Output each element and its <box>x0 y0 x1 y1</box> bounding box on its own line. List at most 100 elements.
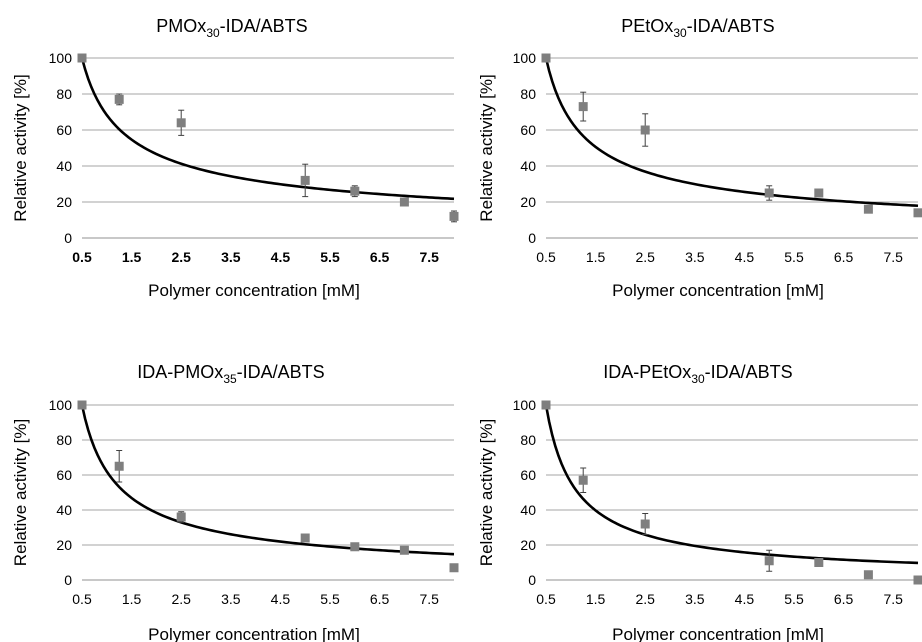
y-axis-title: Relative activity [%] <box>477 419 496 566</box>
data-point <box>913 575 922 585</box>
x-tick-label: 6.5 <box>834 249 854 265</box>
x-tick-label: 5.5 <box>320 591 340 607</box>
y-tick-label: 20 <box>520 537 536 553</box>
x-tick-label: 3.5 <box>685 591 705 607</box>
y-tick-label: 60 <box>520 467 536 483</box>
chart-panel-1: 0 20 40 60 80 100 0.5 1.5 2.5 3.5 4.5 5.5 6.5 7.5 Poly… <box>11 16 459 300</box>
x-tick-label: 1.5 <box>122 591 142 607</box>
y-tick-label: 20 <box>56 194 72 210</box>
data-point <box>640 125 650 135</box>
data-point <box>578 475 588 485</box>
chart-title: IDA-PMOx35-IDA/ABTS <box>137 362 324 386</box>
data-point <box>176 118 186 128</box>
y-tick-label: 100 <box>513 397 537 413</box>
y-tick-label: 80 <box>56 432 72 448</box>
x-tick-label: 7.5 <box>883 591 903 607</box>
x-axis-title: Polymer concentration [mM] <box>612 281 824 300</box>
y-tick-label: 20 <box>520 194 536 210</box>
y-tick-label: 60 <box>56 467 72 483</box>
x-tick-label: 7.5 <box>419 249 439 265</box>
data-point <box>814 558 824 567</box>
chart-title: PEtOx30-IDA/ABTS <box>621 16 774 40</box>
data-point <box>640 519 650 529</box>
y-tick-label: 0 <box>528 230 536 246</box>
y-tick-label: 80 <box>56 86 72 102</box>
y-tick-label: 80 <box>520 432 536 448</box>
chart-panel-3: 0 20 40 60 80 100 0.5 1.5 2.5 3.5 4.5 5.5 6.5 7.5 Poly… <box>11 362 459 642</box>
y-tick-label: 40 <box>56 502 72 518</box>
x-tick-label: 1.5 <box>586 249 606 265</box>
data-point <box>399 197 409 207</box>
chart-title: PMOx30-IDA/ABTS <box>156 16 307 40</box>
x-tick-label: 6.5 <box>370 249 390 265</box>
data-point <box>863 570 873 580</box>
data-point <box>449 211 459 221</box>
x-tick-label: 4.5 <box>735 591 755 607</box>
x-tick-label: 0.5 <box>536 249 556 265</box>
x-tick-label: 6.5 <box>370 591 390 607</box>
y-tick-label: 40 <box>520 158 536 174</box>
data-point <box>350 186 360 196</box>
y-tick-label: 80 <box>520 86 536 102</box>
x-tick-label: 0.5 <box>72 591 92 607</box>
x-tick-label: 3.5 <box>221 591 241 607</box>
data-point <box>77 53 87 63</box>
x-axis-title: Polymer concentration [mM] <box>612 625 824 642</box>
x-tick-label: 4.5 <box>271 591 291 607</box>
y-axis-title: Relative activity [%] <box>11 74 30 221</box>
x-tick-label: 1.5 <box>122 249 142 265</box>
data-point <box>114 94 124 104</box>
y-tick-label: 100 <box>513 50 537 66</box>
x-tick-label: 7.5 <box>419 591 439 607</box>
data-point <box>913 208 922 218</box>
data-point <box>114 461 124 471</box>
data-point <box>863 204 873 214</box>
data-point <box>541 400 551 410</box>
y-tick-label: 20 <box>56 537 72 553</box>
x-axis-title: Polymer concentration [mM] <box>148 625 360 642</box>
x-tick-label: 1.5 <box>586 591 606 607</box>
fit-curve <box>544 404 919 565</box>
data-point <box>814 188 824 198</box>
x-tick-label: 2.5 <box>171 249 191 265</box>
y-axis-title: Relative activity [%] <box>477 74 496 221</box>
y-tick-label: 0 <box>528 572 536 588</box>
x-tick-label: 3.5 <box>685 249 705 265</box>
y-tick-label: 0 <box>64 230 72 246</box>
y-tick-label: 0 <box>64 572 72 588</box>
x-tick-label: 0.5 <box>536 591 556 607</box>
data-point <box>300 533 310 543</box>
fit-curve <box>544 57 919 208</box>
data-point <box>350 542 360 552</box>
chart-title: IDA-PEtOx30-IDA/ABTS <box>603 362 792 386</box>
data-point <box>764 188 774 198</box>
y-tick-label: 60 <box>56 122 72 138</box>
data-point <box>176 512 186 522</box>
x-tick-label: 6.5 <box>834 591 854 607</box>
x-tick-label: 5.5 <box>320 249 340 265</box>
data-point <box>399 545 409 555</box>
y-tick-label: 40 <box>520 502 536 518</box>
x-tick-label: 0.5 <box>72 249 92 265</box>
x-tick-label: 5.5 <box>784 591 804 607</box>
chart-panel-4: 0 20 40 60 80 100 0.5 1.5 2.5 3.5 4.5 5.5 6.5 7.5 Poly… <box>477 362 922 642</box>
x-tick-label: 4.5 <box>271 249 291 265</box>
data-point <box>449 563 459 573</box>
x-tick-label: 3.5 <box>221 249 241 265</box>
x-tick-label: 2.5 <box>171 591 191 607</box>
data-point <box>578 102 588 112</box>
y-tick-label: 40 <box>56 158 72 174</box>
y-axis-title: Relative activity [%] <box>11 419 30 566</box>
x-tick-label: 2.5 <box>635 591 655 607</box>
x-tick-label: 2.5 <box>635 249 655 265</box>
y-tick-label: 100 <box>49 397 73 413</box>
data-point <box>77 400 87 410</box>
data-point <box>541 53 551 63</box>
data-point <box>764 556 774 566</box>
fit-curve <box>80 57 455 201</box>
x-tick-label: 5.5 <box>784 249 804 265</box>
chart-panel-2: 0 20 40 60 80 100 0.5 1.5 2.5 3.5 4.5 5.5 6.5 7.5 Poly… <box>477 16 922 300</box>
y-tick-label: 100 <box>49 50 73 66</box>
y-tick-label: 60 <box>520 122 536 138</box>
